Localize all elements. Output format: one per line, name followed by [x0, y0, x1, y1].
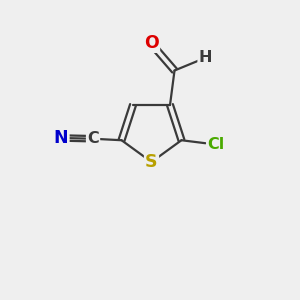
- Text: H: H: [199, 50, 212, 65]
- Text: Cl: Cl: [207, 137, 225, 152]
- Text: S: S: [145, 153, 158, 171]
- Text: N: N: [54, 129, 68, 147]
- Text: C: C: [87, 131, 99, 146]
- Text: O: O: [144, 34, 159, 52]
